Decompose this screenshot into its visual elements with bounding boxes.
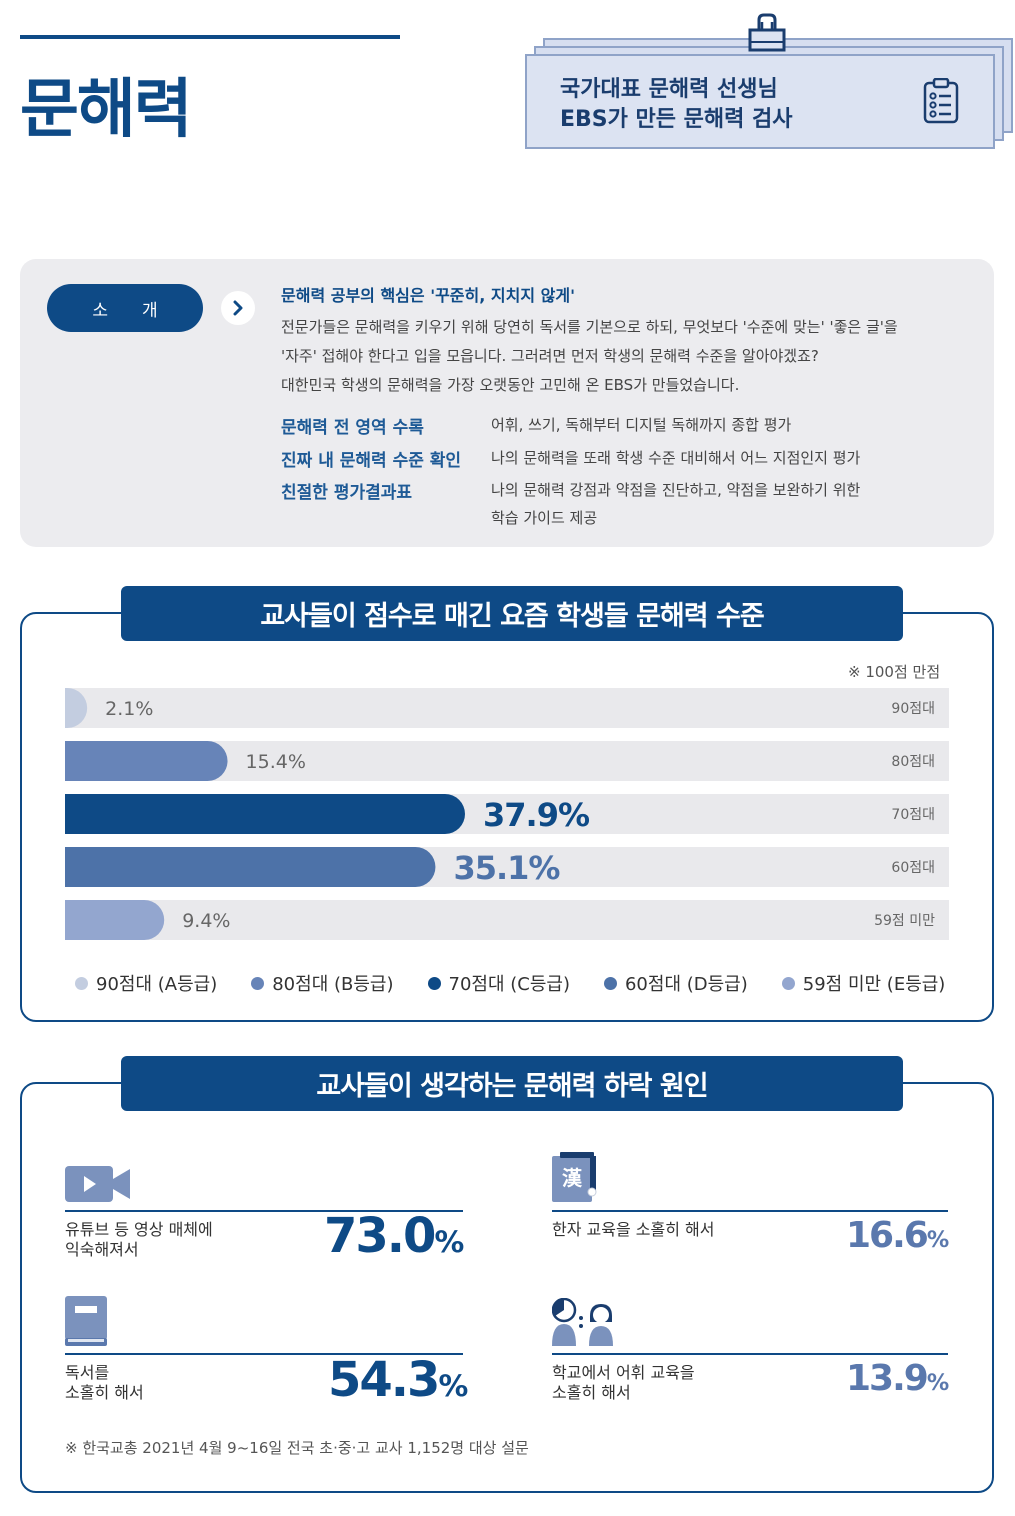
chevron-right-icon [221, 291, 255, 325]
cause-label-line: 독서를 [65, 1363, 110, 1382]
intro-body: 전문가들은 문해력을 키우기 위해 당연히 독서를 기본으로 하되, 무엇보다 … [281, 313, 981, 400]
legend-label: 59점 미만 (E등급) [802, 974, 946, 995]
feature-desc: 나의 문해력 강점과 약점을 진단하고, 약점을 보완하기 위한 [491, 481, 861, 499]
cause-label: 한자 교육을 소홀히 해서 [552, 1220, 714, 1240]
legend-dot [603, 976, 617, 990]
legend-label: 60점대 (D등급) [624, 974, 748, 995]
legend-item: 80점대 (B등급) [251, 970, 394, 996]
bar-track [65, 688, 949, 728]
bar-value-label: 37.9% [483, 796, 590, 834]
legend-item: 60점대 (D등급) [603, 970, 748, 996]
intro-pill: 소개 [47, 284, 203, 332]
cause-value: 16.6% [846, 1215, 949, 1256]
category-label: 90점대 [891, 701, 935, 717]
legend-dot [75, 976, 88, 990]
cause-label: 독서를 소홀히 해서 [65, 1363, 144, 1403]
cause-label: 학교에서 어휘 교육을 소홀히 해서 [552, 1363, 695, 1403]
bar-value-label: 2.1% [105, 698, 153, 720]
bar-value-label: 15.4% [246, 751, 306, 773]
cause-label-line: 소홀히 해서 [552, 1383, 631, 1402]
cause-percent: % [926, 1370, 950, 1396]
footnote: ※ 한국교총 2021년 4월 9~16일 전국 초·중·고 교사 1,152명… [65, 1439, 529, 1457]
note-card: 국가대표 문해력 선생님 EBS가 만든 문해력 검사 [525, 13, 1013, 155]
legend-item: 90점대 (A등급) [75, 970, 217, 996]
chart-banner: 교사들이 점수로 매긴 요즘 학생들 문해력 수준 [121, 586, 903, 641]
feature-desc: 나의 문해력을 또래 학생 수준 대비해서 어느 지점인지 평가 [491, 449, 861, 467]
cause-number: 73.0 [324, 1208, 436, 1264]
bar [65, 688, 88, 728]
intro-body-line: '자주' 접해야 한다고 입을 모읍니다. 그러려면 먼저 학생의 문해력 수준… [281, 347, 819, 365]
legend-dot [427, 976, 441, 990]
cause-percent: % [434, 1225, 465, 1260]
feature-title: 친절한 평가결과표 [281, 483, 413, 503]
bar [65, 794, 465, 834]
chart-note: ※ 100점 만점 [848, 663, 941, 681]
cause-label-line: 학교에서 어휘 교육을 [552, 1363, 695, 1382]
cause-number: 54.3 [328, 1352, 440, 1408]
feature-title: 진짜 내 문해력 수준 확인 [281, 451, 462, 471]
feature-desc-cont: 학습 가이드 제공 [491, 509, 598, 527]
category-label: 60점대 [891, 860, 935, 876]
cause-label-line: 익숙해져서 [65, 1240, 139, 1259]
note-line-1: 국가대표 문해력 선생님 [560, 77, 778, 102]
bar [65, 900, 165, 940]
page-title: 문해력 [20, 73, 193, 147]
cause-number: 16.6 [846, 1215, 929, 1256]
people-talking-icon [552, 1298, 613, 1346]
checklist-icon [923, 78, 959, 124]
legend-label: 80점대 (B등급) [272, 974, 394, 995]
intro-body-line: 전문가들은 문해력을 키우기 위해 당연히 독서를 기본으로 하되, 무엇보다 … [281, 318, 898, 336]
intro-body-line: 대한민국 학생의 문해력을 가장 오랫동안 고민해 온 EBS가 만들었습니다. [281, 376, 740, 394]
cause-percent: % [438, 1369, 469, 1404]
top-rule [20, 35, 400, 39]
bar-chart: 2.1% 90점대 15.4% 80점대 37.9% 70점대 35.1% 60점대 9.4% 5… [65, 688, 949, 940]
cause-divider [552, 1210, 948, 1212]
cause-divider [552, 1353, 948, 1355]
category-label: 59점 미만 [874, 913, 935, 929]
cause-value: 73.0% [324, 1208, 464, 1264]
feature-title: 문해력 전 영역 수록 [281, 418, 424, 438]
note-sheet-front [525, 54, 995, 149]
legend-label: 70점대 (C등급) [448, 974, 570, 995]
chart-legend: 90점대 (A등급) 80점대 (B등급) 70점대 (C등급) 60점대 (D등급)… [75, 970, 979, 996]
cause-label-line: 소홀히 해서 [65, 1383, 144, 1402]
legend-label: 90점대 (A등급) [96, 974, 218, 995]
legend-item: 59점 미만 (E등급) [781, 970, 946, 996]
video-camera-icon [65, 1166, 130, 1202]
svg-text:漢: 漢 [562, 1166, 583, 1190]
cause-value: 13.9% [846, 1358, 949, 1399]
cause-percent: % [926, 1227, 950, 1253]
bar [65, 847, 436, 887]
bar-track [65, 900, 949, 940]
category-label: 70점대 [891, 807, 935, 823]
hanja-book-icon: 漢 [552, 1152, 597, 1202]
book-icon [65, 1296, 107, 1346]
legend-item: 70점대 (C등급) [427, 970, 570, 996]
cause-label-line: 한자 교육을 소홀히 해서 [552, 1220, 715, 1239]
note-line-2: EBS가 만든 문해력 검사 [560, 107, 793, 132]
legend-dot [251, 976, 265, 990]
causes-frame [20, 1082, 994, 1493]
cause-label: 유튜브 등 영상 매체에 익숙해져서 [65, 1220, 213, 1260]
intro-headline: 문해력 공부의 핵심은 '꾸준히, 지치지 않게' [281, 286, 575, 305]
binder-clip-icon [748, 13, 786, 52]
bar [65, 741, 228, 781]
feature-desc: 어휘, 쓰기, 독해부터 디지털 독해까지 종합 평가 [491, 416, 792, 434]
cause-number: 13.9 [846, 1358, 929, 1399]
cause-label-line: 유튜브 등 영상 매체에 [65, 1220, 213, 1239]
category-label: 80점대 [891, 754, 935, 770]
bar-value-label: 9.4% [182, 910, 230, 932]
cause-divider [65, 1210, 463, 1212]
cause-value: 54.3% [328, 1352, 468, 1408]
bar-value-label: 35.1% [453, 849, 560, 887]
legend-dot [781, 976, 795, 990]
cause-divider [65, 1353, 463, 1355]
causes-banner: 교사들이 생각하는 문해력 하락 원인 [121, 1056, 903, 1111]
